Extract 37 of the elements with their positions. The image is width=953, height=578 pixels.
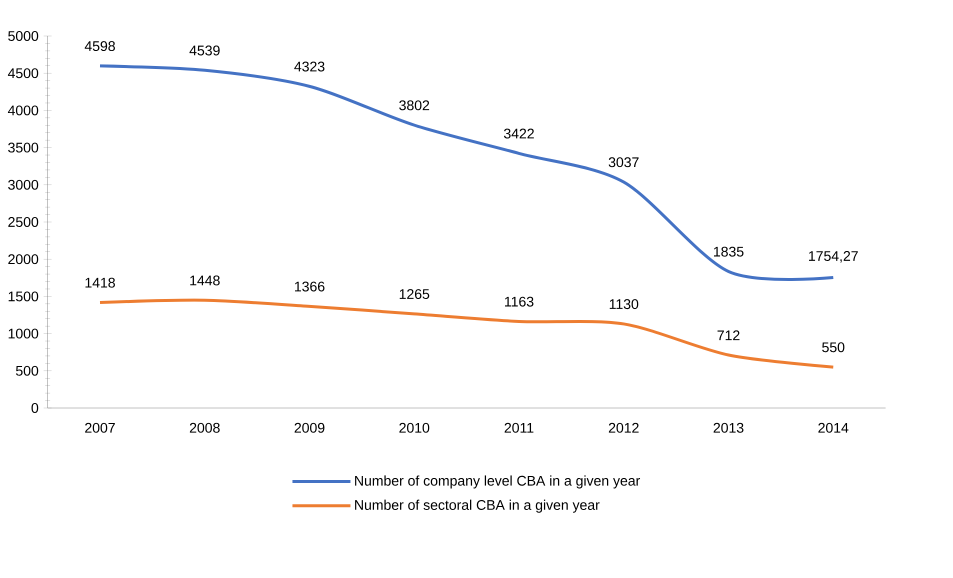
data-label: 4598: [84, 41, 115, 52]
data-label: 1448: [190, 275, 220, 286]
data-label: 3037: [608, 157, 639, 168]
data-label: 1265: [400, 289, 430, 300]
x-tick-label: 2010: [399, 422, 430, 433]
legend-label: Number of sectoral CBA in a given year: [355, 500, 600, 513]
x-tick-label: 2012: [608, 422, 639, 433]
data-label: 1418: [85, 278, 115, 288]
x-tick-label: 2013: [714, 422, 744, 433]
y-tick-label: 1000: [8, 328, 38, 339]
data-label: 1163: [505, 296, 534, 307]
y-tick-label: 4500: [8, 68, 38, 78]
data-label: 1835: [714, 246, 744, 257]
data-label: 4323: [294, 62, 324, 72]
x-tick-label: 2011: [504, 422, 534, 433]
y-tick-label: 1500: [8, 291, 38, 302]
legend-label: Number of company level CBA in a given year: [355, 475, 640, 488]
data-label: 550: [822, 342, 844, 352]
y-tick-label: 3000: [8, 180, 38, 190]
data-label: 3422: [504, 128, 534, 139]
x-tick-label: 2007: [85, 422, 115, 433]
y-tick-label: 5000: [8, 31, 38, 41]
data-label: 1754,27: [809, 251, 858, 263]
y-tick-label: 4000: [8, 105, 38, 116]
y-tick-label: 2500: [8, 217, 38, 227]
y-tick-label: 2000: [8, 254, 38, 264]
x-tick-label: 2014: [818, 422, 848, 433]
data-label: 4539: [190, 46, 220, 56]
y-tick-label: 3500: [8, 142, 38, 153]
data-label: 712: [718, 330, 740, 340]
data-label: 3802: [399, 100, 430, 110]
x-tick-label: 2008: [190, 422, 220, 433]
y-tick-label: 0: [32, 403, 38, 413]
data-label: 1366: [294, 282, 324, 292]
data-label: 1130: [610, 299, 638, 310]
x-tick-label: 2009: [294, 422, 324, 433]
y-tick-label: 500: [16, 366, 38, 376]
